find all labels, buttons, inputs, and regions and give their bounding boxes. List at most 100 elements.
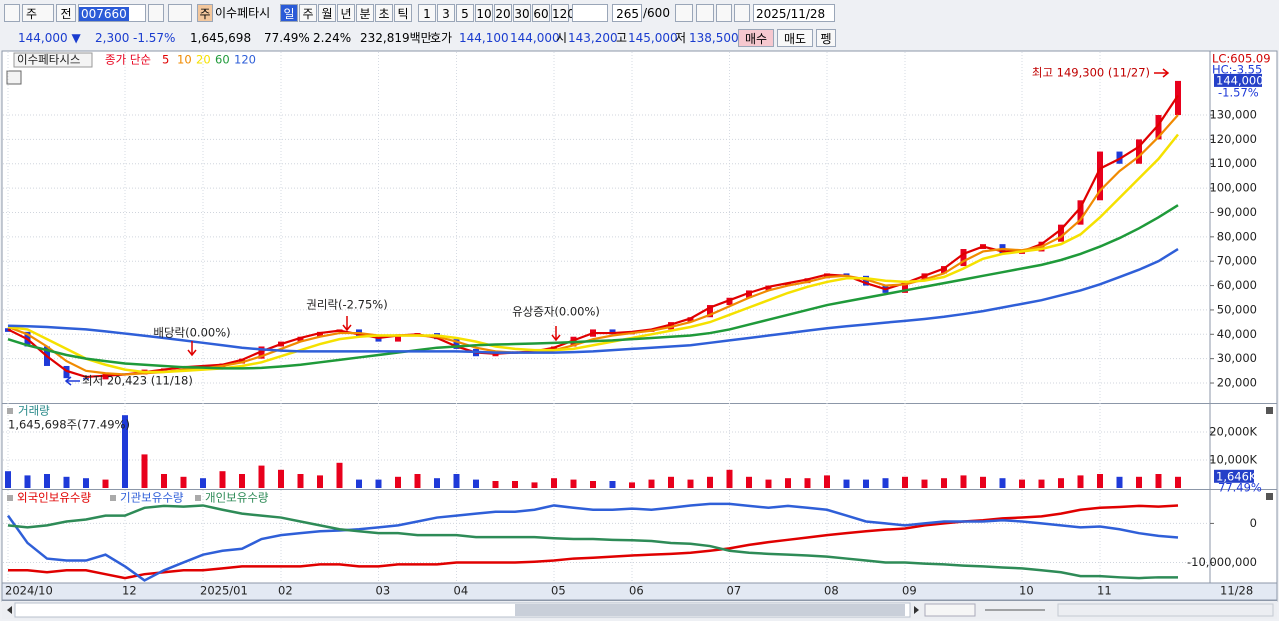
- volume-bar: [395, 476, 401, 488]
- prev-button[interactable]: 전: [56, 4, 76, 22]
- settings-button[interactable]: [734, 4, 750, 22]
- volume-bar: [453, 474, 460, 488]
- buy-button[interactable]: 매수: [738, 29, 774, 47]
- volume-bar: [629, 482, 635, 488]
- periods-button[interactable]: 주: [299, 4, 317, 22]
- candle: [687, 317, 694, 323]
- scroll-right[interactable]: [914, 606, 919, 614]
- sell-button[interactable]: 매도: [777, 29, 813, 47]
- intervals-button[interactable]: 1: [418, 4, 436, 22]
- volume-bar: [687, 479, 694, 488]
- volume-bar: [239, 474, 245, 488]
- date-input[interactable]: 2025/11/28: [753, 4, 835, 22]
- periods-button[interactable]: 틱: [394, 4, 412, 22]
- intervals-button[interactable]: 10: [475, 4, 493, 22]
- volume-bar: [863, 479, 869, 488]
- sound-button[interactable]: [168, 4, 192, 22]
- periods-button[interactable]: 월: [318, 4, 336, 22]
- playback-controls[interactable]: [924, 603, 976, 617]
- hc-label: HC:-3.55: [1212, 63, 1262, 77]
- legend-item: 60: [215, 53, 230, 67]
- calc-icon[interactable]: [6, 70, 22, 85]
- change-label: -1.57%: [1218, 85, 1259, 99]
- annotation-arrow: [342, 316, 352, 332]
- intervals-button[interactable]: 120: [551, 4, 575, 22]
- x-tick-label: 2025/01: [200, 584, 248, 598]
- intervals-button[interactable]: 5: [456, 4, 474, 22]
- intervals-button[interactable]: 30: [513, 4, 531, 22]
- y-tick-label: 70,000: [1217, 254, 1257, 268]
- legend-item: 120: [234, 53, 256, 67]
- x-tick-label: 03: [376, 584, 391, 598]
- panel-close[interactable]: [1266, 407, 1273, 414]
- legend-item: 20: [196, 53, 211, 67]
- x-tick-label: 09: [902, 584, 917, 598]
- x-tick-label: 08: [824, 584, 839, 598]
- periods-button[interactable]: 초: [375, 4, 393, 22]
- candle: [83, 378, 89, 380]
- periods-button[interactable]: 일: [280, 4, 298, 22]
- candle: [1136, 139, 1142, 164]
- candle: [902, 280, 908, 293]
- volume-bar: [785, 478, 791, 488]
- intervals-button[interactable]: 60: [532, 4, 550, 22]
- periods-button[interactable]: 분: [356, 4, 374, 22]
- legend-box: [13, 52, 93, 68]
- search-button[interactable]: [148, 4, 164, 22]
- count-input[interactable]: 265: [612, 4, 642, 22]
- periods-button[interactable]: 년: [337, 4, 355, 22]
- interval-select[interactable]: [572, 4, 608, 22]
- moving-average: [7, 133, 1179, 374]
- scroll-thumb[interactable]: [515, 604, 905, 616]
- volume-bar: [141, 454, 148, 488]
- volume-bar: [434, 478, 440, 488]
- volume-rate-label: 77.49%: [1218, 480, 1262, 494]
- intervals-button[interactable]: 20: [494, 4, 512, 22]
- volume-bar: [590, 481, 596, 488]
- volume-bar: [1077, 475, 1084, 488]
- annotation-arrow: [1154, 68, 1170, 78]
- tool-button[interactable]: [675, 4, 693, 22]
- turnover: 2.24%: [313, 31, 352, 45]
- y-tick-label: 10,000K: [1209, 453, 1257, 467]
- volume-bar: [765, 479, 772, 488]
- icon-button[interactable]: [4, 4, 20, 22]
- volume-bar: [707, 476, 713, 488]
- intervals-button[interactable]: 3: [437, 4, 455, 22]
- volume-bar: [1038, 479, 1045, 488]
- x-axis-strip: [1, 582, 1278, 601]
- bid-label: 호가: [430, 31, 453, 45]
- view-select[interactable]: 주: [22, 4, 54, 22]
- volume-bar: [726, 469, 733, 488]
- legend-icon: [110, 495, 116, 501]
- x-tick-label: 07: [727, 584, 742, 598]
- scroll-left[interactable]: [7, 606, 12, 614]
- volume-rate: 77.49%: [264, 31, 310, 45]
- volume-bar: [375, 479, 382, 488]
- candle: [395, 334, 401, 342]
- candle: [804, 278, 811, 284]
- panel-close[interactable]: [1266, 493, 1273, 500]
- amount: 232,819백만: [360, 31, 432, 45]
- candle: [746, 290, 752, 298]
- volume-bar: [746, 476, 752, 488]
- annotation-arrow: [64, 376, 80, 386]
- candle: [824, 273, 830, 279]
- eval-button[interactable]: 펭: [816, 29, 836, 47]
- y-tick-label: 20,000K: [1209, 425, 1257, 439]
- candle: [1155, 115, 1162, 140]
- save-button[interactable]: [716, 4, 732, 22]
- tool-button[interactable]: [696, 4, 714, 22]
- y-tick-label: 0: [1250, 516, 1257, 530]
- stock-type[interactable]: 주: [197, 4, 213, 22]
- volume-bar: [824, 475, 830, 488]
- code-text: 007660: [79, 7, 129, 21]
- annotation: 유상증자(0.00%): [512, 305, 600, 319]
- volume-bar: [882, 478, 889, 488]
- code-input[interactable]: 007660: [78, 4, 146, 22]
- candle: [1097, 151, 1103, 201]
- volume-bar: [258, 465, 265, 488]
- volume-bar: [317, 475, 323, 488]
- volume-bar: [492, 481, 499, 488]
- tool-icons[interactable]: [1057, 603, 1274, 617]
